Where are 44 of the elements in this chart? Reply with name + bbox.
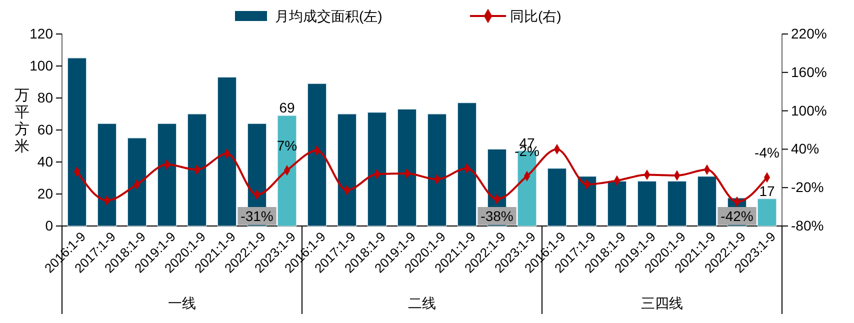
y-tick-label: 40 xyxy=(37,153,54,170)
legend-label: 月均成交面积(左) xyxy=(275,8,382,24)
bar xyxy=(337,114,357,226)
bar xyxy=(697,176,717,226)
bar xyxy=(217,76,237,226)
data-label: -4% xyxy=(754,144,780,160)
bar xyxy=(637,180,657,226)
data-label: 69 xyxy=(279,100,295,116)
bar xyxy=(187,114,207,226)
data-label: 17 xyxy=(759,182,775,199)
y2-tick-label: 40% xyxy=(791,140,820,157)
y2-tick-label: 160% xyxy=(791,64,827,80)
data-label: -31% xyxy=(240,208,274,224)
bar xyxy=(97,123,117,226)
y2-tick-label: -20% xyxy=(791,179,824,196)
bar xyxy=(607,180,627,226)
y-tick-label: 100 xyxy=(30,57,54,74)
legend-label: 同比(右) xyxy=(510,8,562,24)
text: 三四线 xyxy=(641,295,683,311)
bar xyxy=(127,138,147,226)
bar xyxy=(157,123,177,226)
bar xyxy=(427,114,447,226)
y-tick-label: 0 xyxy=(45,217,54,234)
bar xyxy=(307,83,327,226)
bar xyxy=(667,180,687,226)
text: 二线 xyxy=(408,295,436,311)
data-label: -42% xyxy=(720,208,754,224)
bar xyxy=(367,112,387,226)
bar xyxy=(547,168,567,226)
text: 一线 xyxy=(168,295,196,311)
y-axis-title: 万平方米 xyxy=(14,87,30,155)
bar xyxy=(457,102,477,226)
y-tick-label: 120 xyxy=(30,25,54,42)
bar xyxy=(67,58,87,226)
y-tick-label: 20 xyxy=(37,185,54,202)
bar xyxy=(397,108,417,226)
y2-tick-label: 100% xyxy=(791,102,827,118)
y-tick-label: 60 xyxy=(37,121,54,138)
y-tick-label: 80 xyxy=(37,89,54,106)
y2-tick-label: 220% xyxy=(791,25,827,42)
bar xyxy=(277,115,297,226)
y2-tick-label: -80% xyxy=(791,217,824,234)
bar xyxy=(577,176,597,226)
data-label: -38% xyxy=(480,208,514,224)
